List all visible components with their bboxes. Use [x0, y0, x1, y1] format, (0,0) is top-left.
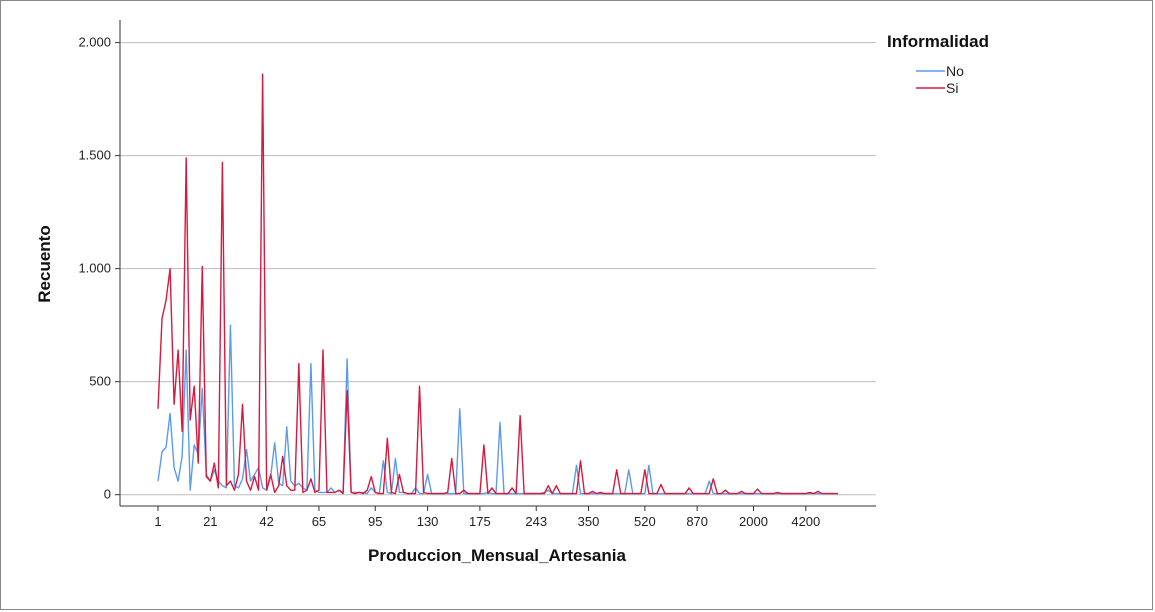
x-tick-label: 1 [154, 514, 161, 529]
y-axis-title: Recuento [35, 225, 54, 302]
x-tick-label: 65 [312, 514, 326, 529]
y-axis-ticks: 0 500 1.000 1.500 2.000 [78, 35, 120, 502]
legend-label-si: Si [946, 80, 958, 96]
x-tick-label: 2000 [739, 514, 768, 529]
x-tick-label: 870 [686, 514, 708, 529]
x-axis-title: Produccion_Mensual_Artesania [368, 546, 626, 565]
legend: Informalidad No Si [887, 32, 989, 96]
x-tick-label: 130 [417, 514, 439, 529]
y-tick-label: 0 [104, 487, 111, 502]
y-tick-label: 1.500 [78, 148, 111, 163]
x-axis-ticks: 1 21 42 65 95 130 175 243 350 520 870 2000 4200 [154, 506, 820, 529]
y-tick-label: 1.000 [78, 261, 111, 276]
x-tick-label: 175 [469, 514, 491, 529]
x-tick-label: 95 [368, 514, 382, 529]
legend-label-no: No [946, 63, 964, 79]
y-tick-label: 500 [89, 374, 111, 389]
gridlines [120, 42, 876, 496]
x-tick-label: 4200 [791, 514, 820, 529]
series-line-no [157, 324, 838, 495]
x-tick-label: 21 [203, 514, 217, 529]
y-tick-label: 2.000 [78, 35, 111, 50]
series-line-si [157, 73, 838, 495]
x-tick-label: 520 [634, 514, 656, 529]
series-lines [157, 73, 838, 495]
legend-title: Informalidad [887, 32, 989, 51]
x-tick-label: 243 [525, 514, 547, 529]
x-tick-label: 350 [578, 514, 600, 529]
x-tick-label: 42 [259, 514, 273, 529]
axes [119, 20, 876, 507]
